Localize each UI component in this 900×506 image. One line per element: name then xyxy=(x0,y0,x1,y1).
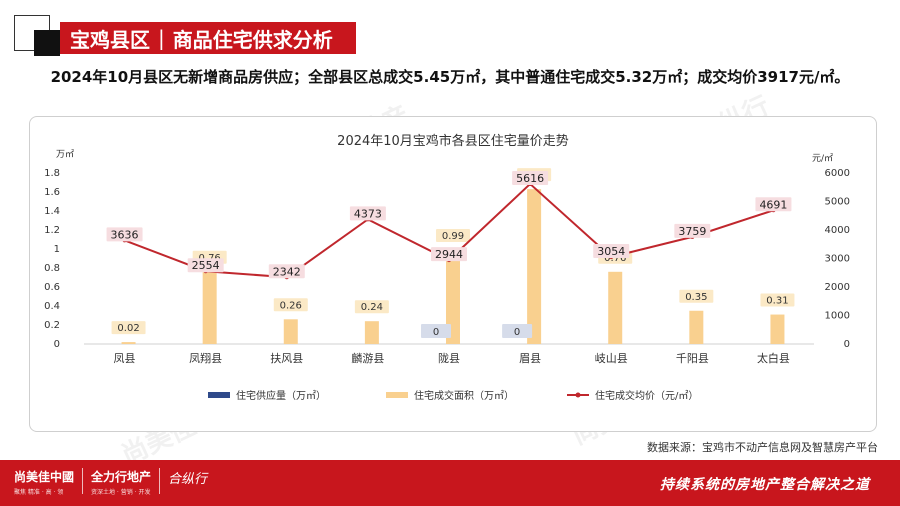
y-left-tick: 1.6 xyxy=(44,187,60,198)
footer-bar: 尚美佳中國 聚焦 精准 · 高 · 领 全力行地产 资深土地 · 营销 · 开发… xyxy=(0,460,900,506)
data-label-bg xyxy=(431,247,467,262)
data-label-bg xyxy=(187,258,224,273)
y-right-tick: 2000 xyxy=(825,282,850,293)
x-tick-label: 千阳县 xyxy=(676,352,709,365)
bar-deal-area xyxy=(770,314,785,344)
logo-hezongxing: 合纵行 xyxy=(168,472,208,487)
chart-panel: 2024年10月宝鸡市各县区住宅量价走势万㎡ 元/㎡ 0 0.2 0.4 0.6 0.8 1 1… xyxy=(29,116,877,432)
summary-text: 2024年10月县区无新增商品房供应；全部县区总成交5.45万㎡，其中普通住宅成… xyxy=(50,68,850,86)
data-label-price: 3054 xyxy=(597,245,625,258)
header-topic: 商品住宅供求分析 xyxy=(172,27,333,52)
data-label-bg xyxy=(111,321,146,335)
header-region: 宝鸡县区 xyxy=(70,27,150,52)
y-right-tick: 1000 xyxy=(825,311,850,322)
data-label-price: 4691 xyxy=(759,198,787,211)
data-label-bg xyxy=(349,206,386,221)
x-tick-label: 岐山县 xyxy=(595,352,628,365)
data-label-bg xyxy=(679,289,714,303)
y-left-tick: 0.6 xyxy=(44,282,60,293)
data-label-price: 2554 xyxy=(192,259,220,272)
bar-deal-area xyxy=(527,189,542,344)
y-right-tick: 5000 xyxy=(825,197,850,208)
header-separator: | xyxy=(158,26,165,50)
legend-marker-price xyxy=(575,392,581,398)
logo-shangmeijia: 尚美佳中國 聚焦 精准 · 高 · 领 xyxy=(14,470,75,496)
data-label-bg xyxy=(273,298,308,312)
data-label-deal-area: 0.02 xyxy=(117,323,139,334)
data-label-bg xyxy=(421,324,451,338)
corner-block xyxy=(34,30,60,56)
y-left-tick: 1.4 xyxy=(44,206,60,217)
y-left-tick: 0.8 xyxy=(44,263,60,274)
legend-label-deal-area: 住宅成交面积（万㎡） xyxy=(414,389,514,402)
data-label-deal-area: 0.35 xyxy=(685,292,707,303)
logo-divider xyxy=(159,468,161,494)
data-label-price: 4373 xyxy=(354,207,382,220)
data-label-price: 2944 xyxy=(435,248,463,261)
y-right-unit: 元/㎡ xyxy=(812,153,833,164)
data-label-price: 5616 xyxy=(516,172,544,185)
bar-deal-area xyxy=(689,310,704,344)
bar-deal-area xyxy=(446,249,460,344)
bar-deal-area xyxy=(283,319,298,344)
footer-slogan: 持续系统的房地产整合解决之道 xyxy=(660,477,870,493)
data-label-bg xyxy=(755,197,792,212)
bar-deal-area xyxy=(608,271,623,344)
data-label-deal-area: 0.26 xyxy=(280,300,302,311)
y-right-tick: 0 xyxy=(844,339,850,350)
x-tick-label: 陇县 xyxy=(438,351,460,365)
chart-title: 2024年10月宝鸡市各县区住宅量价走势 xyxy=(337,133,569,149)
y-left-tick: 0.2 xyxy=(44,320,60,331)
legend-label-price: 住宅成交均价（元/㎡） xyxy=(595,389,698,402)
legend-label-supply: 住宅供应量（万㎡） xyxy=(236,389,326,402)
data-label-price: 2342 xyxy=(273,265,301,278)
legend-swatch-supply xyxy=(208,392,230,398)
data-label-bg xyxy=(760,293,795,307)
y-left-tick: 1.2 xyxy=(44,225,60,236)
y-left-tick: 0.4 xyxy=(44,301,60,312)
data-source: 数据来源：宝鸡市不动产信息网及智慧房产平台 xyxy=(647,441,878,454)
x-tick-label: 眉县 xyxy=(519,352,541,365)
x-tick-label: 凤县 xyxy=(114,352,136,365)
y-left-tick: 1 xyxy=(54,244,60,255)
bar-deal-area xyxy=(364,321,379,344)
section-header: 宝鸡县区 | 商品住宅供求分析 xyxy=(60,22,356,54)
y-left-tick: 0 xyxy=(54,339,60,350)
logo-quanlixing: 全力行地产 资深土地 · 营销 · 开发 xyxy=(91,470,152,496)
y-left-tick: 1.8 xyxy=(44,168,60,179)
x-tick-label: 麟游县 xyxy=(351,351,384,365)
data-label-supply: 0 xyxy=(514,327,520,338)
x-tick-label: 扶风县 xyxy=(270,351,303,365)
data-label-price: 3636 xyxy=(111,228,139,241)
data-label-deal-area: 0.31 xyxy=(766,296,788,307)
x-tick-label: 凤翔县 xyxy=(189,351,222,365)
data-label-bg xyxy=(674,223,711,238)
legend-swatch-deal-area xyxy=(386,392,408,398)
data-label-bg xyxy=(354,300,389,314)
data-label-bg xyxy=(502,324,533,338)
data-label-deal-area: 0.76 xyxy=(604,253,626,264)
data-label-bg xyxy=(512,170,549,185)
y-left-unit: 万㎡ xyxy=(56,149,74,160)
data-label-bg xyxy=(106,227,143,242)
x-tick-label: 太白县 xyxy=(757,351,790,365)
footer-logos: 尚美佳中國 聚焦 精准 · 高 · 领 全力行地产 资深土地 · 营销 · 开发… xyxy=(14,468,207,496)
data-label-deal-area: 0.24 xyxy=(361,302,383,313)
data-label-bg xyxy=(268,264,305,279)
logo-divider xyxy=(82,468,84,494)
data-label-price: 3759 xyxy=(678,225,706,238)
bar-deal-area xyxy=(202,271,217,344)
data-label-bg xyxy=(593,243,630,258)
y-right-tick: 3000 xyxy=(825,254,850,265)
data-label-bg xyxy=(436,228,470,242)
bar-deal-area xyxy=(121,342,136,344)
data-label-deal-area: 0.99 xyxy=(442,231,464,242)
y-right-tick: 4000 xyxy=(825,225,850,236)
data-label-supply: 0 xyxy=(433,327,439,338)
y-right-tick: 6000 xyxy=(825,168,850,179)
